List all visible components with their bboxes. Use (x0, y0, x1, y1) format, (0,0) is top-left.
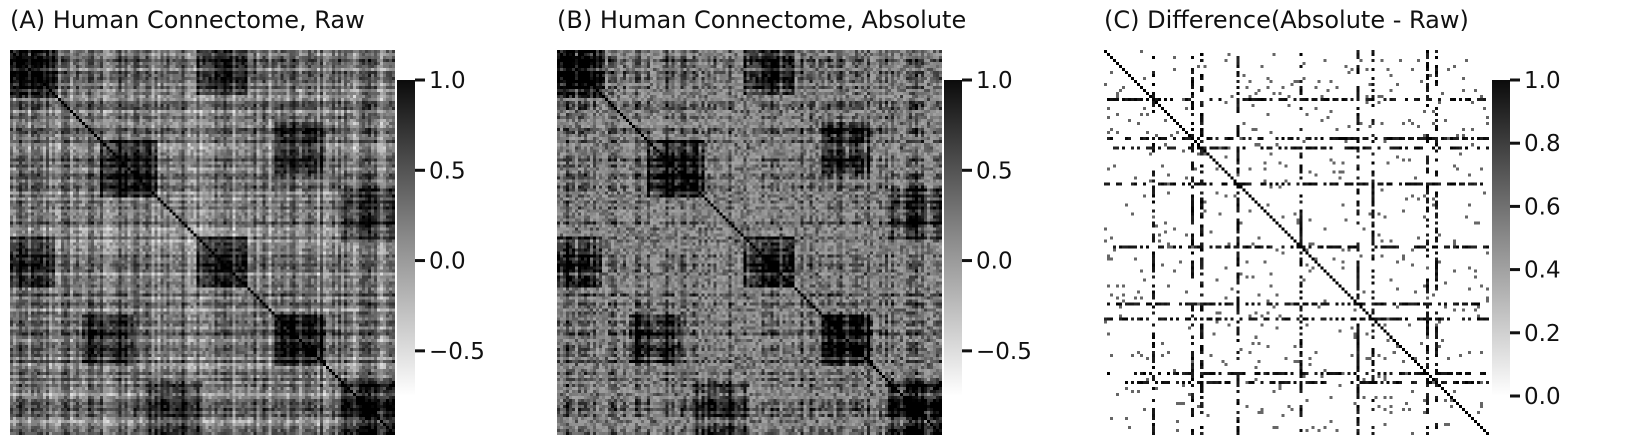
heatmap-raw (10, 50, 395, 435)
heatmap-difference (1104, 50, 1489, 435)
colorbar-tick-label: −0.5 (976, 339, 1032, 365)
colorbar-axis-difference: 1.0 0.8 0.6 0.4 0.2 0.0 (1510, 68, 1561, 410)
colorbar-tick-label: 1.0 (1524, 68, 1561, 94)
chart-title: (A) Human Connectome, Raw (10, 6, 365, 34)
colorbar-axis-absolute: 1.0 0.5 0.0 −0.5 (962, 68, 1032, 365)
colorbar-tick-label: 0.5 (976, 158, 1013, 184)
colorbar-tick-label: 0.6 (1524, 194, 1561, 220)
colorbar-axis-raw: 1.0 0.5 0.0 −0.5 (415, 68, 485, 365)
colorbar-raw (397, 80, 415, 396)
colorbar-tick-label: 0.8 (1524, 131, 1561, 157)
colorbar-tick-label: 0.0 (976, 249, 1013, 275)
colorbar-tick-label: 1.0 (976, 68, 1013, 94)
colorbar-tick-label: 0.4 (1524, 258, 1561, 284)
chart-title: (B) Human Connectome, Absolute (557, 6, 967, 34)
colorbar-tick-label: 0.0 (1524, 384, 1561, 410)
colorbar-tick-label: 0.2 (1524, 321, 1561, 347)
colorbar-tick-label: 1.0 (429, 68, 466, 94)
heatmap-absolute (557, 50, 942, 435)
colorbar-tick-label: 0.0 (429, 249, 466, 275)
colorbar-difference (1492, 80, 1510, 396)
chart-title: (C) Difference(Absolute - Raw) (1104, 6, 1469, 34)
colorbar-absolute (944, 80, 962, 396)
colorbar-tick-label: 0.5 (429, 158, 466, 184)
colorbar-tick-label: −0.5 (429, 339, 485, 365)
